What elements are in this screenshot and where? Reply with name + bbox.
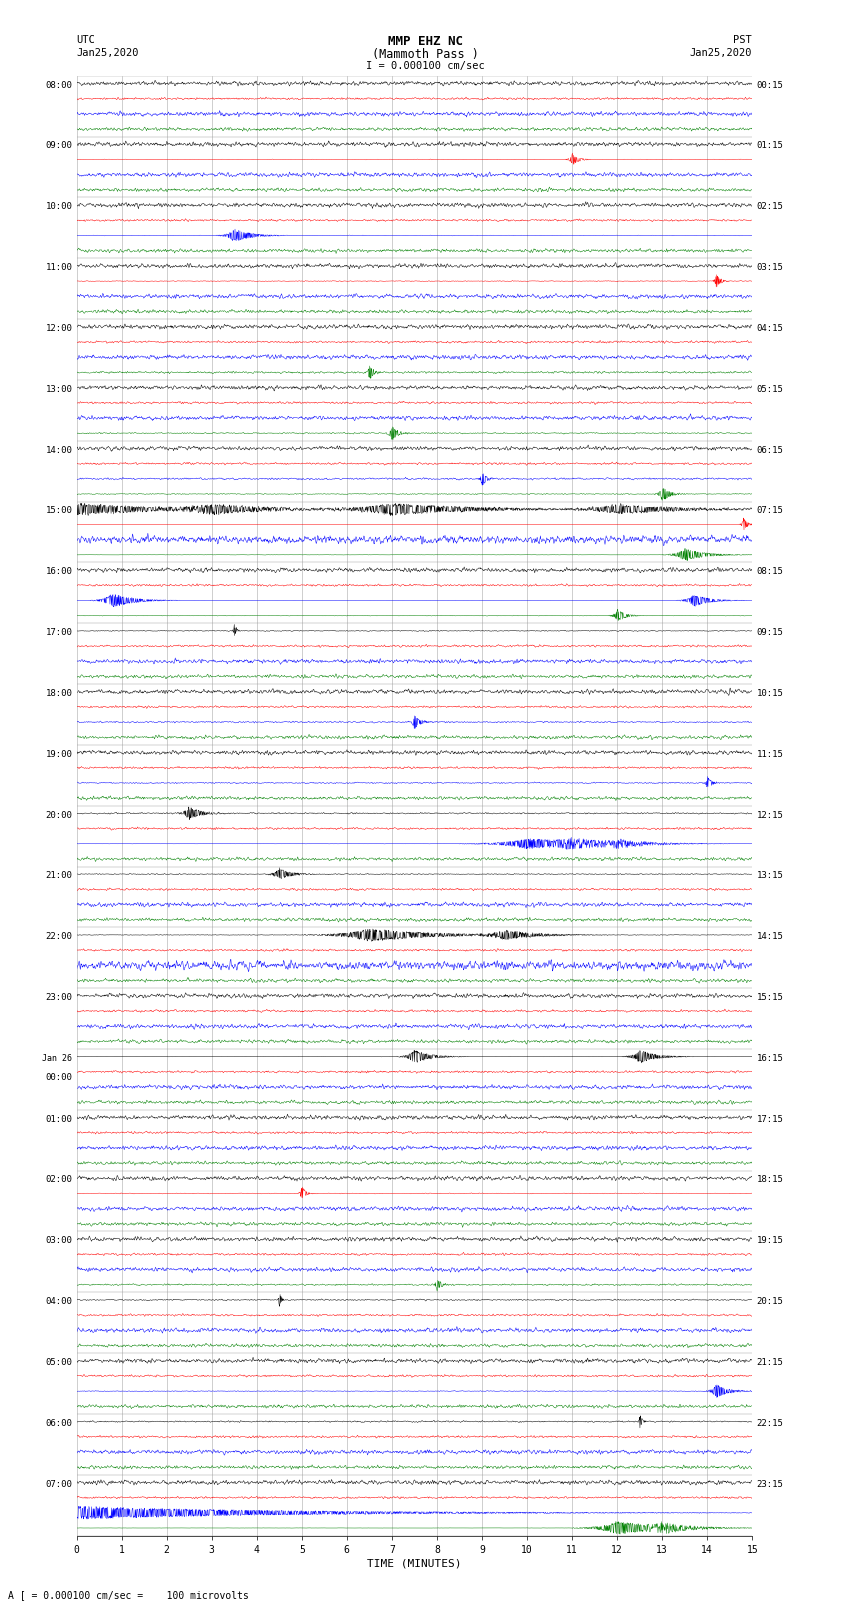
Text: Jan25,2020: Jan25,2020 — [689, 48, 752, 58]
Text: PST: PST — [734, 35, 752, 45]
Text: 09:15: 09:15 — [756, 627, 784, 637]
Text: 03:15: 03:15 — [756, 263, 784, 273]
Text: 11:15: 11:15 — [756, 750, 784, 758]
Text: 18:00: 18:00 — [45, 689, 72, 698]
Text: 07:00: 07:00 — [45, 1479, 72, 1489]
Text: 18:15: 18:15 — [756, 1176, 784, 1184]
Text: 21:00: 21:00 — [45, 871, 72, 881]
Text: 01:00: 01:00 — [45, 1115, 72, 1124]
Text: 21:15: 21:15 — [756, 1358, 784, 1366]
Text: 20:00: 20:00 — [45, 811, 72, 819]
Text: 22:15: 22:15 — [756, 1419, 784, 1428]
Text: 14:00: 14:00 — [45, 445, 72, 455]
Text: 13:00: 13:00 — [45, 386, 72, 394]
Text: 08:15: 08:15 — [756, 568, 784, 576]
Text: 10:00: 10:00 — [45, 202, 72, 211]
Text: UTC: UTC — [76, 35, 95, 45]
Text: 16:15: 16:15 — [756, 1053, 784, 1063]
Text: 06:15: 06:15 — [756, 445, 784, 455]
Text: (Mammoth Pass ): (Mammoth Pass ) — [371, 48, 479, 61]
Text: 13:15: 13:15 — [756, 871, 784, 881]
Text: 02:00: 02:00 — [45, 1176, 72, 1184]
Text: 05:00: 05:00 — [45, 1358, 72, 1366]
Text: 15:00: 15:00 — [45, 506, 72, 516]
Text: 00:15: 00:15 — [756, 81, 784, 90]
Text: Jan 26: Jan 26 — [42, 1053, 72, 1063]
Text: 00:00: 00:00 — [45, 1073, 72, 1082]
Text: A [ = 0.000100 cm/sec =    100 microvolts: A [ = 0.000100 cm/sec = 100 microvolts — [8, 1590, 249, 1600]
Text: 20:15: 20:15 — [756, 1297, 784, 1307]
Text: 05:15: 05:15 — [756, 386, 784, 394]
Text: Jan25,2020: Jan25,2020 — [76, 48, 139, 58]
Text: 02:15: 02:15 — [756, 202, 784, 211]
Text: 08:00: 08:00 — [45, 81, 72, 90]
Text: 23:00: 23:00 — [45, 994, 72, 1002]
Text: 09:00: 09:00 — [45, 142, 72, 150]
Text: 10:15: 10:15 — [756, 689, 784, 698]
Text: MMP EHZ NC: MMP EHZ NC — [388, 35, 462, 48]
Text: 01:15: 01:15 — [756, 142, 784, 150]
Text: 15:15: 15:15 — [756, 994, 784, 1002]
Text: 16:00: 16:00 — [45, 568, 72, 576]
Text: 23:15: 23:15 — [756, 1479, 784, 1489]
Text: 04:00: 04:00 — [45, 1297, 72, 1307]
Text: 19:00: 19:00 — [45, 750, 72, 758]
Text: 04:15: 04:15 — [756, 324, 784, 332]
Text: 17:15: 17:15 — [756, 1115, 784, 1124]
Text: 14:15: 14:15 — [756, 932, 784, 940]
Text: 07:15: 07:15 — [756, 506, 784, 516]
Text: 17:00: 17:00 — [45, 627, 72, 637]
Text: I = 0.000100 cm/sec: I = 0.000100 cm/sec — [366, 61, 484, 71]
Text: 12:00: 12:00 — [45, 324, 72, 332]
Text: 19:15: 19:15 — [756, 1236, 784, 1245]
Text: 12:15: 12:15 — [756, 811, 784, 819]
Text: 03:00: 03:00 — [45, 1236, 72, 1245]
X-axis label: TIME (MINUTES): TIME (MINUTES) — [367, 1558, 462, 1569]
Text: 22:00: 22:00 — [45, 932, 72, 940]
Text: 11:00: 11:00 — [45, 263, 72, 273]
Text: 06:00: 06:00 — [45, 1419, 72, 1428]
